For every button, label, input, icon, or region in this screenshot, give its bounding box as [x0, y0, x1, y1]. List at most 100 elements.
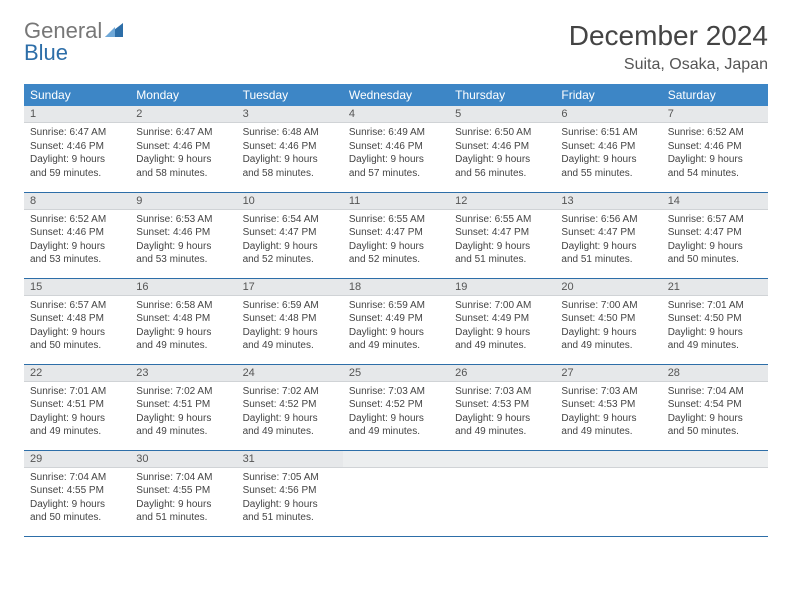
- day-number: 16: [130, 279, 236, 296]
- daylight-line2: and 51 minutes.: [136, 511, 230, 525]
- day-details: Sunrise: 7:04 AMSunset: 4:55 PMDaylight:…: [24, 468, 130, 529]
- weekday-header: Monday: [130, 84, 236, 106]
- calendar-cell: 12Sunrise: 6:55 AMSunset: 4:47 PMDayligh…: [449, 192, 555, 278]
- sunrise: Sunrise: 7:04 AM: [136, 471, 230, 485]
- sunset: Sunset: 4:52 PM: [349, 398, 443, 412]
- calendar-cell: 28Sunrise: 7:04 AMSunset: 4:54 PMDayligh…: [662, 364, 768, 450]
- day-details: Sunrise: 7:04 AMSunset: 4:54 PMDaylight:…: [662, 382, 768, 443]
- day-number: 30: [130, 451, 236, 468]
- sunrise: Sunrise: 6:47 AM: [136, 126, 230, 140]
- daylight-line1: Daylight: 9 hours: [243, 153, 337, 167]
- sunset: Sunset: 4:53 PM: [455, 398, 549, 412]
- day-number: 4: [343, 106, 449, 123]
- day-number: 20: [555, 279, 661, 296]
- sunrise: Sunrise: 7:03 AM: [561, 385, 655, 399]
- daylight-line2: and 50 minutes.: [668, 425, 762, 439]
- daylight-line2: and 51 minutes.: [561, 253, 655, 267]
- daylight-line2: and 50 minutes.: [30, 339, 124, 353]
- daylight-line1: Daylight: 9 hours: [561, 153, 655, 167]
- daylight-line1: Daylight: 9 hours: [243, 326, 337, 340]
- day-details: Sunrise: 6:47 AMSunset: 4:46 PMDaylight:…: [130, 123, 236, 184]
- daylight-line2: and 49 minutes.: [243, 425, 337, 439]
- daylight-line2: and 59 minutes.: [30, 167, 124, 181]
- weekday-header: Friday: [555, 84, 661, 106]
- sunset: Sunset: 4:46 PM: [30, 140, 124, 154]
- day-number: 24: [237, 365, 343, 382]
- calendar-body: 1Sunrise: 6:47 AMSunset: 4:46 PMDaylight…: [24, 106, 768, 536]
- daylight-line1: Daylight: 9 hours: [136, 326, 230, 340]
- calendar-head: SundayMondayTuesdayWednesdayThursdayFrid…: [24, 84, 768, 106]
- daylight-line1: Daylight: 9 hours: [136, 153, 230, 167]
- day-details: Sunrise: 6:52 AMSunset: 4:46 PMDaylight:…: [662, 123, 768, 184]
- daylight-line1: Daylight: 9 hours: [455, 326, 549, 340]
- sunset: Sunset: 4:55 PM: [30, 484, 124, 498]
- day-number: 19: [449, 279, 555, 296]
- calendar-cell: 15Sunrise: 6:57 AMSunset: 4:48 PMDayligh…: [24, 278, 130, 364]
- day-details: Sunrise: 6:58 AMSunset: 4:48 PMDaylight:…: [130, 296, 236, 357]
- sunrise: Sunrise: 6:57 AM: [668, 213, 762, 227]
- sunset: Sunset: 4:51 PM: [30, 398, 124, 412]
- weekday-header: Thursday: [449, 84, 555, 106]
- sunset: Sunset: 4:46 PM: [349, 140, 443, 154]
- day-details: Sunrise: 6:57 AMSunset: 4:47 PMDaylight:…: [662, 210, 768, 271]
- sunrise: Sunrise: 6:59 AM: [349, 299, 443, 313]
- sunrise: Sunrise: 6:51 AM: [561, 126, 655, 140]
- day-number: 8: [24, 193, 130, 210]
- sunset: Sunset: 4:49 PM: [349, 312, 443, 326]
- daylight-line1: Daylight: 9 hours: [30, 240, 124, 254]
- daylight-line2: and 49 minutes.: [243, 339, 337, 353]
- daylight-line2: and 50 minutes.: [30, 511, 124, 525]
- day-details: Sunrise: 6:59 AMSunset: 4:49 PMDaylight:…: [343, 296, 449, 357]
- daylight-line1: Daylight: 9 hours: [136, 240, 230, 254]
- sunrise: Sunrise: 6:58 AM: [136, 299, 230, 313]
- sunset: Sunset: 4:48 PM: [30, 312, 124, 326]
- day-number: 28: [662, 365, 768, 382]
- day-number: 1: [24, 106, 130, 123]
- day-details: Sunrise: 6:49 AMSunset: 4:46 PMDaylight:…: [343, 123, 449, 184]
- sunrise: Sunrise: 6:56 AM: [561, 213, 655, 227]
- sunset: Sunset: 4:50 PM: [561, 312, 655, 326]
- daylight-line2: and 49 minutes.: [561, 425, 655, 439]
- sunset: Sunset: 4:51 PM: [136, 398, 230, 412]
- day-details: Sunrise: 6:55 AMSunset: 4:47 PMDaylight:…: [343, 210, 449, 271]
- sunrise: Sunrise: 7:01 AM: [30, 385, 124, 399]
- calendar-cell: 31Sunrise: 7:05 AMSunset: 4:56 PMDayligh…: [237, 450, 343, 536]
- day-number: 27: [555, 365, 661, 382]
- sunrise: Sunrise: 6:57 AM: [30, 299, 124, 313]
- day-number: 2: [130, 106, 236, 123]
- calendar-cell: 13Sunrise: 6:56 AMSunset: 4:47 PMDayligh…: [555, 192, 661, 278]
- daylight-line1: Daylight: 9 hours: [561, 326, 655, 340]
- calendar-cell: [343, 450, 449, 536]
- calendar-cell: 10Sunrise: 6:54 AMSunset: 4:47 PMDayligh…: [237, 192, 343, 278]
- daylight-line1: Daylight: 9 hours: [668, 240, 762, 254]
- daylight-line1: Daylight: 9 hours: [668, 153, 762, 167]
- sunset: Sunset: 4:47 PM: [668, 226, 762, 240]
- daylight-line2: and 53 minutes.: [30, 253, 124, 267]
- sunset: Sunset: 4:46 PM: [668, 140, 762, 154]
- calendar-cell: 27Sunrise: 7:03 AMSunset: 4:53 PMDayligh…: [555, 364, 661, 450]
- sunrise: Sunrise: 7:03 AM: [455, 385, 549, 399]
- calendar-cell: 1Sunrise: 6:47 AMSunset: 4:46 PMDaylight…: [24, 106, 130, 192]
- sunset: Sunset: 4:52 PM: [243, 398, 337, 412]
- sunrise: Sunrise: 6:47 AM: [30, 126, 124, 140]
- daylight-line1: Daylight: 9 hours: [668, 412, 762, 426]
- day-number: 15: [24, 279, 130, 296]
- daylight-line2: and 58 minutes.: [136, 167, 230, 181]
- daylight-line2: and 50 minutes.: [668, 253, 762, 267]
- sunrise: Sunrise: 7:01 AM: [668, 299, 762, 313]
- sunrise: Sunrise: 6:50 AM: [455, 126, 549, 140]
- weekday-header: Saturday: [662, 84, 768, 106]
- calendar-cell: 22Sunrise: 7:01 AMSunset: 4:51 PMDayligh…: [24, 364, 130, 450]
- daylight-line2: and 53 minutes.: [136, 253, 230, 267]
- day-number: 29: [24, 451, 130, 468]
- day-details: Sunrise: 6:53 AMSunset: 4:46 PMDaylight:…: [130, 210, 236, 271]
- day-details: Sunrise: 6:50 AMSunset: 4:46 PMDaylight:…: [449, 123, 555, 184]
- day-number: 6: [555, 106, 661, 123]
- sunrise: Sunrise: 7:04 AM: [668, 385, 762, 399]
- calendar-cell: [449, 450, 555, 536]
- sunrise: Sunrise: 6:54 AM: [243, 213, 337, 227]
- sunrise: Sunrise: 6:59 AM: [243, 299, 337, 313]
- calendar-cell: [662, 450, 768, 536]
- sunrise: Sunrise: 7:04 AM: [30, 471, 124, 485]
- month-title: December 2024: [569, 20, 768, 52]
